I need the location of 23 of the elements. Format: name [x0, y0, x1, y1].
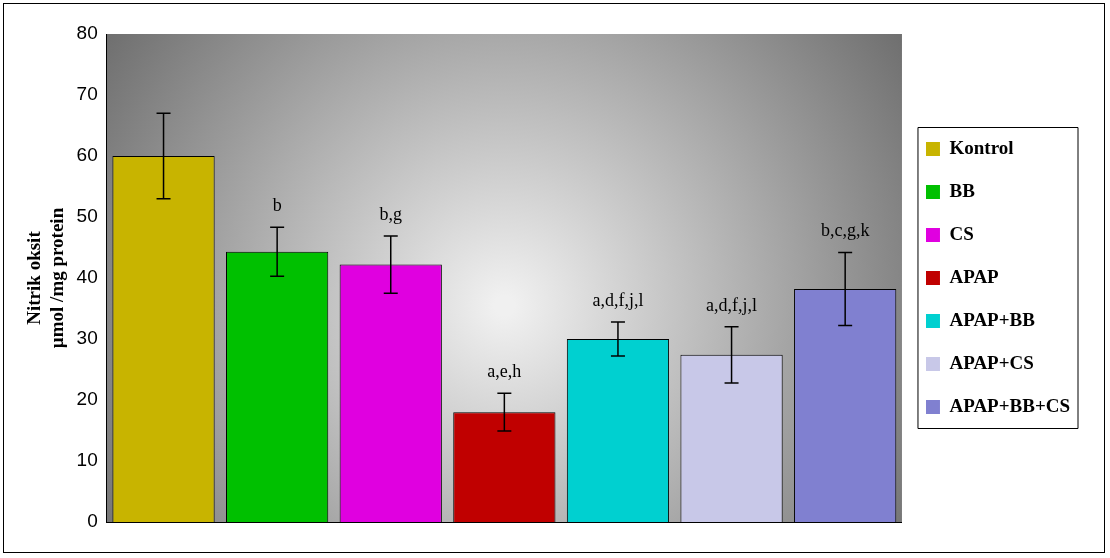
- legend-label: Kontrol: [949, 136, 1014, 158]
- y-tick-label: 50: [76, 205, 98, 227]
- data-label: b,c,g,k: [820, 220, 870, 241]
- y-tick-label: 60: [76, 144, 98, 166]
- data-label: b,g: [379, 203, 402, 224]
- legend-label: APAP+BB+CS: [949, 394, 1070, 416]
- y-tick-label: 20: [76, 388, 98, 410]
- data-label: a,d,f,j,l: [592, 289, 644, 310]
- legend-label: APAP+CS: [949, 351, 1034, 373]
- legend-label: CS: [949, 222, 974, 244]
- legend-label: APAP: [949, 265, 1000, 287]
- data-label: a,d,f,j,l: [706, 294, 758, 315]
- y-tick-label: 30: [76, 327, 98, 349]
- data-label: a,e,h: [487, 361, 522, 382]
- y-axis-title: Nitrik oksit µmol /mg protein: [23, 207, 68, 349]
- data-label: b: [272, 195, 282, 216]
- y-tick-label: 80: [76, 22, 98, 44]
- y-tick-label: 40: [76, 266, 98, 288]
- y-tick-label: 10: [76, 449, 98, 471]
- y-tick-label: 70: [76, 83, 98, 105]
- legend-label: APAP+BB: [949, 308, 1036, 330]
- y-tick-label: 0: [87, 510, 98, 532]
- legend-label: BB: [949, 179, 976, 201]
